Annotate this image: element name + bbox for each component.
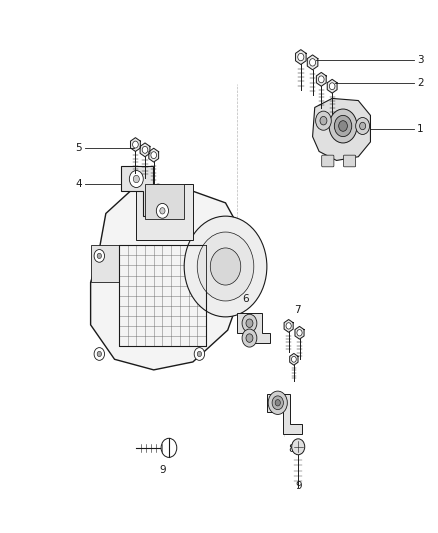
Text: 7: 7	[294, 305, 300, 316]
Circle shape	[156, 204, 169, 218]
Circle shape	[133, 175, 139, 183]
Polygon shape	[267, 394, 302, 433]
Circle shape	[142, 147, 148, 154]
Text: 1: 1	[417, 124, 424, 134]
Circle shape	[197, 351, 201, 357]
Circle shape	[298, 53, 304, 61]
Circle shape	[161, 438, 177, 457]
FancyBboxPatch shape	[322, 155, 334, 167]
Circle shape	[316, 111, 331, 130]
Text: 8: 8	[288, 444, 295, 454]
Text: 4: 4	[75, 179, 82, 189]
Circle shape	[356, 117, 370, 134]
Circle shape	[268, 391, 287, 415]
Circle shape	[151, 152, 156, 159]
Circle shape	[129, 171, 143, 188]
Circle shape	[242, 314, 257, 332]
Polygon shape	[91, 184, 243, 370]
Polygon shape	[295, 326, 304, 339]
Circle shape	[310, 59, 316, 66]
Circle shape	[194, 348, 205, 360]
Polygon shape	[145, 184, 184, 219]
Polygon shape	[131, 138, 140, 151]
Polygon shape	[307, 55, 318, 70]
Circle shape	[286, 322, 291, 329]
Circle shape	[272, 396, 283, 410]
Text: 2: 2	[417, 77, 424, 87]
Text: 9: 9	[159, 465, 166, 475]
Circle shape	[339, 120, 347, 131]
Circle shape	[318, 76, 324, 83]
Polygon shape	[237, 313, 270, 343]
Polygon shape	[149, 148, 159, 162]
Circle shape	[334, 115, 352, 136]
Circle shape	[246, 334, 253, 342]
Polygon shape	[91, 245, 119, 282]
Circle shape	[97, 351, 102, 357]
Polygon shape	[313, 99, 371, 160]
Circle shape	[297, 329, 302, 336]
FancyBboxPatch shape	[343, 155, 356, 167]
Circle shape	[210, 248, 241, 285]
Circle shape	[94, 348, 105, 360]
Polygon shape	[136, 184, 193, 240]
Circle shape	[246, 319, 253, 327]
Circle shape	[160, 208, 165, 214]
Polygon shape	[290, 353, 298, 365]
Circle shape	[320, 116, 327, 125]
Polygon shape	[140, 143, 150, 157]
Text: 6: 6	[242, 294, 248, 304]
Circle shape	[94, 249, 105, 262]
Circle shape	[329, 83, 335, 90]
Circle shape	[291, 357, 296, 362]
Circle shape	[97, 253, 102, 259]
Polygon shape	[121, 166, 175, 216]
Polygon shape	[284, 319, 293, 332]
Polygon shape	[316, 72, 326, 86]
Circle shape	[242, 329, 257, 347]
Circle shape	[133, 141, 138, 148]
Circle shape	[197, 232, 254, 301]
Circle shape	[360, 122, 366, 130]
Text: 9: 9	[295, 481, 301, 491]
Polygon shape	[296, 50, 306, 64]
Circle shape	[292, 439, 305, 455]
Circle shape	[275, 400, 280, 406]
Text: 5: 5	[75, 143, 82, 154]
Circle shape	[329, 109, 357, 143]
Circle shape	[184, 216, 267, 317]
Polygon shape	[327, 79, 337, 93]
Text: 3: 3	[417, 55, 424, 64]
